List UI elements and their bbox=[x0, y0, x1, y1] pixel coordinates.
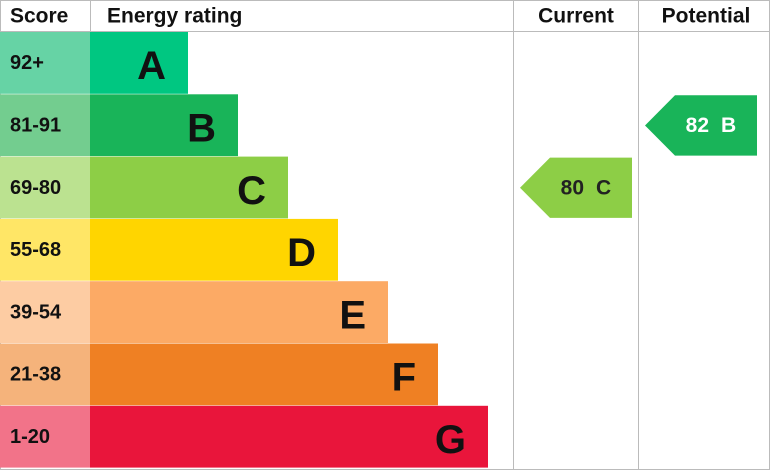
score-range: 21-38 bbox=[10, 364, 61, 386]
rating-letter: B bbox=[187, 106, 216, 150]
rating-letter: G bbox=[435, 418, 466, 462]
rating-bar bbox=[90, 218, 338, 281]
score-cell bbox=[0, 405, 90, 468]
current-score: 80 bbox=[561, 176, 584, 199]
rating-bar bbox=[90, 94, 238, 157]
potential-marker bbox=[645, 95, 757, 156]
rating-bar bbox=[90, 405, 488, 468]
potential-score: 82 bbox=[686, 114, 709, 137]
score-range: 39-54 bbox=[10, 301, 62, 323]
rating-bar bbox=[90, 343, 438, 406]
rating-letter: D bbox=[287, 231, 316, 275]
rating-letter: C bbox=[237, 169, 266, 213]
rating-letter: A bbox=[137, 44, 166, 88]
score-range: 92+ bbox=[10, 52, 44, 74]
rating-letter: E bbox=[339, 293, 366, 337]
score-range: 55-68 bbox=[10, 239, 61, 261]
score-cell bbox=[0, 94, 90, 157]
current-letter: C bbox=[596, 176, 611, 199]
score-range: 1-20 bbox=[10, 426, 50, 448]
score-range: 69-80 bbox=[10, 177, 61, 199]
header-score: Score bbox=[10, 5, 68, 28]
score-cell bbox=[0, 156, 90, 219]
header-potential: Potential bbox=[662, 5, 751, 28]
rating-bar bbox=[90, 32, 188, 94]
header-current: Current bbox=[538, 5, 614, 28]
score-cell bbox=[0, 218, 90, 281]
potential-letter: B bbox=[721, 114, 736, 137]
rating-letter: F bbox=[392, 356, 416, 400]
score-cell bbox=[0, 281, 90, 343]
current-marker bbox=[520, 157, 632, 218]
score-cell bbox=[0, 343, 90, 406]
score-cell bbox=[0, 32, 90, 94]
score-range: 81-91 bbox=[10, 114, 61, 136]
header-rating: Energy rating bbox=[107, 5, 242, 28]
rating-bar bbox=[90, 281, 388, 343]
rating-bar bbox=[90, 156, 288, 219]
